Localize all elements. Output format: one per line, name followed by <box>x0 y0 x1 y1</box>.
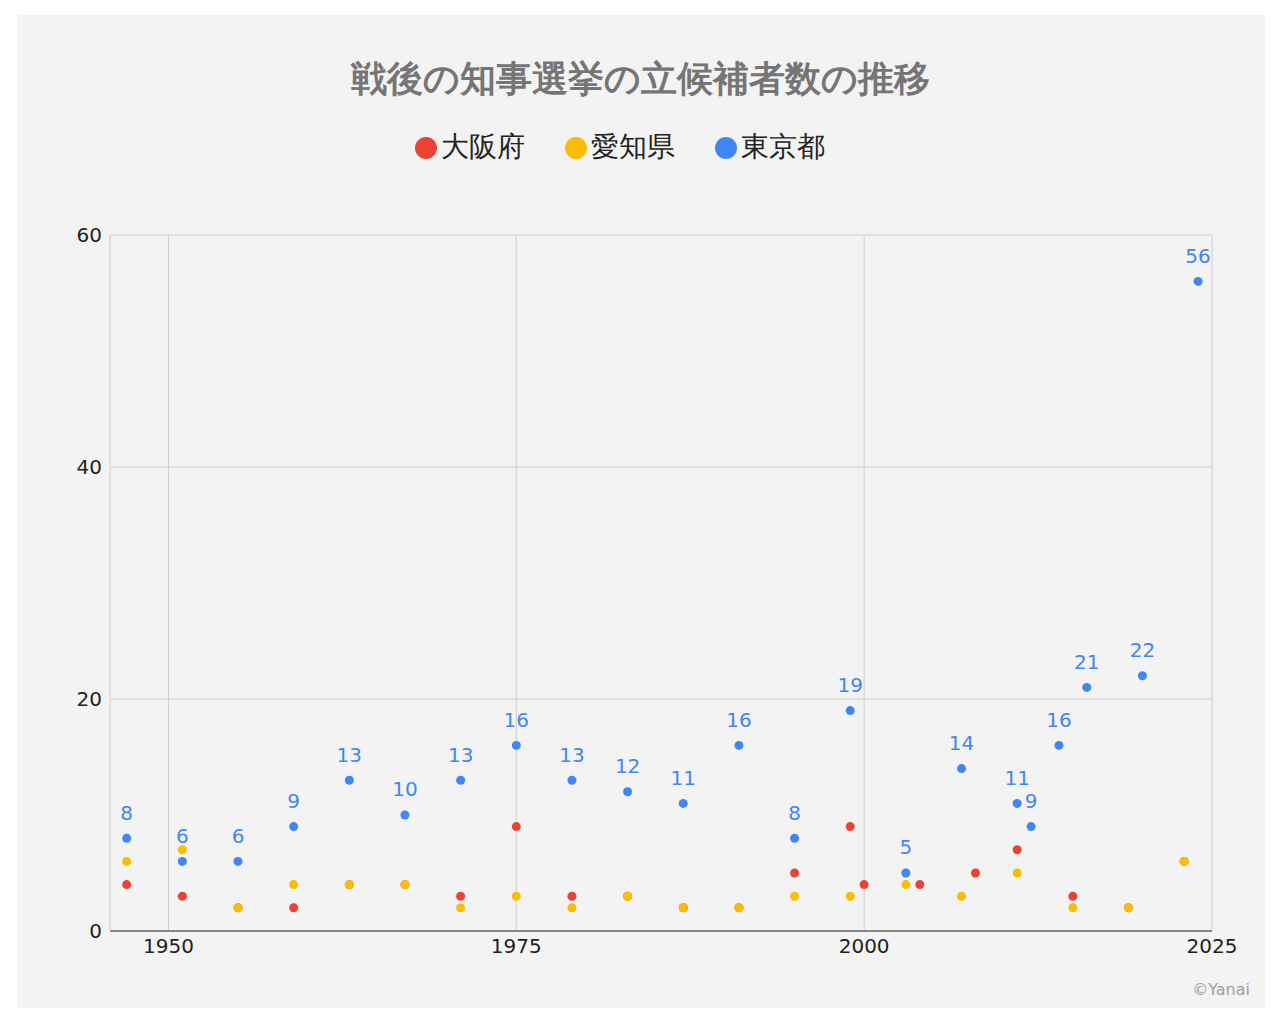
svg-text:0: 0 <box>89 919 102 943</box>
svg-text:20: 20 <box>77 687 102 711</box>
svg-text:10: 10 <box>392 777 417 801</box>
svg-text:1950: 1950 <box>143 934 194 958</box>
svg-text:11: 11 <box>1004 766 1029 790</box>
svg-text:21: 21 <box>1074 650 1099 674</box>
svg-text:6: 6 <box>176 824 189 848</box>
html-text:戦後の知事選挙の立候補者数の推移: 戦後の知事選挙の立候補者数の推移 <box>350 58 930 99</box>
svg-text:56: 56 <box>1185 244 1210 268</box>
svg-text:8: 8 <box>120 801 133 825</box>
svg-text:11: 11 <box>671 766 696 790</box>
html-text:©Yanai: ©Yanai <box>1192 980 1250 999</box>
svg-text:60: 60 <box>77 223 102 247</box>
html-text:大阪府: 大阪府 <box>441 130 525 163</box>
svg-text:19: 19 <box>838 673 863 697</box>
svg-text:9: 9 <box>287 789 300 813</box>
svg-text:13: 13 <box>337 743 362 767</box>
svg-text:14: 14 <box>949 731 974 755</box>
svg-text:16: 16 <box>1046 708 1071 732</box>
svg-text:12: 12 <box>615 754 640 778</box>
svg-text:13: 13 <box>559 743 584 767</box>
svg-text:16: 16 <box>726 708 751 732</box>
svg-text:6: 6 <box>232 824 245 848</box>
svg-text:40: 40 <box>77 455 102 479</box>
html-text:愛知県: 愛知県 <box>591 130 675 163</box>
html-text:東京都: 東京都 <box>741 130 825 163</box>
svg-text:22: 22 <box>1130 638 1155 662</box>
svg-text:1975: 1975 <box>491 934 542 958</box>
svg-text:2025: 2025 <box>1187 934 1238 958</box>
svg-text:9: 9 <box>1025 789 1038 813</box>
svg-text:2000: 2000 <box>839 934 890 958</box>
svg-text:5: 5 <box>900 835 913 859</box>
svg-text:16: 16 <box>504 708 529 732</box>
svg-text:8: 8 <box>788 801 801 825</box>
svg-text:13: 13 <box>448 743 473 767</box>
